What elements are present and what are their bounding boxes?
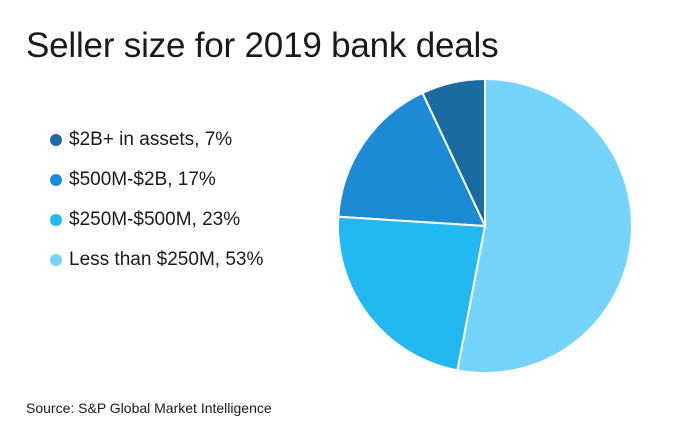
- pie-slice: [337, 215, 486, 372]
- legend-label: $250M-$500M, 23%: [69, 209, 241, 230]
- legend-item: $500M-$2B, 17%: [50, 160, 263, 200]
- legend-label: $2B+ in assets, 7%: [69, 129, 233, 150]
- pie-slice: [337, 91, 486, 227]
- legend: $2B+ in assets, 7% $500M-$2B, 17% $250M-…: [50, 120, 263, 280]
- pie-chart: [337, 78, 633, 374]
- legend-swatch: [50, 174, 62, 186]
- legend-swatch: [50, 254, 62, 266]
- pie-slice: [456, 78, 633, 374]
- legend-item: $250M-$500M, 23%: [50, 200, 263, 240]
- legend-swatch: [50, 214, 62, 226]
- legend-label: Less than $250M, 53%: [69, 249, 264, 270]
- legend-item: $2B+ in assets, 7%: [50, 120, 263, 160]
- legend-swatch: [50, 134, 62, 146]
- legend-item: Less than $250M, 53%: [50, 240, 263, 280]
- legend-label: $500M-$2B, 17%: [69, 169, 216, 190]
- source-note: Source: S&P Global Market Intelligence: [26, 400, 272, 416]
- chart-title: Seller size for 2019 bank deals: [26, 26, 499, 65]
